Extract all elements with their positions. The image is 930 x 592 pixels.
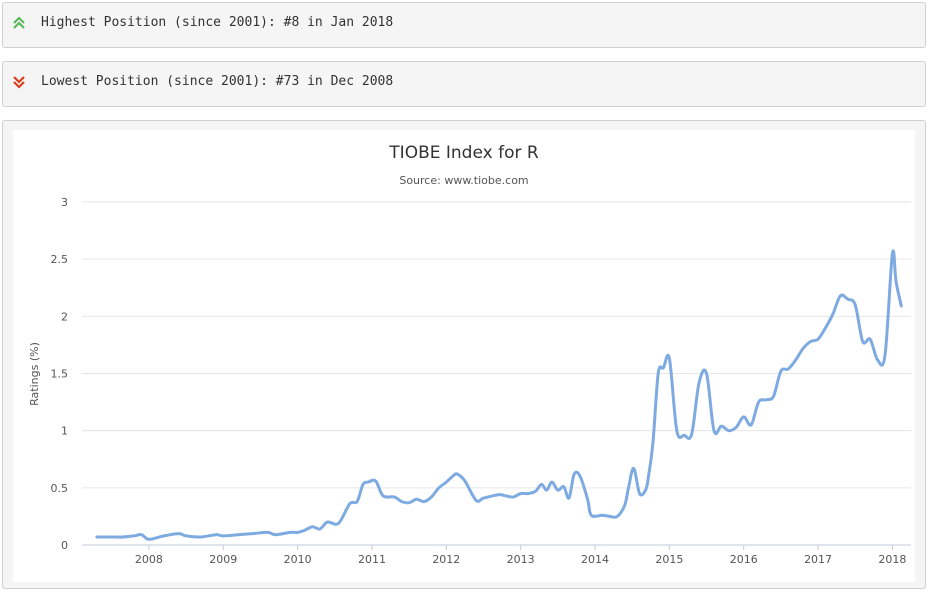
chart-title: TIOBE Index for R [388,143,539,163]
double-chevron-up-icon [13,15,25,29]
y-axis-label: Ratings (%) [28,342,41,406]
x-tick-label: 2009 [209,553,237,566]
y-tick-label: 0.5 [51,482,69,495]
y-tick-label: 3 [61,196,68,209]
lowest-position-panel: Lowest Position (since 2001): #73 in Dec… [2,61,926,107]
highest-position-panel: Highest Position (since 2001): #8 in Jan… [2,2,926,48]
x-tick-label: 2013 [507,553,535,566]
highest-position-text: Highest Position (since 2001): #8 in Jan… [41,15,394,30]
tiobe-chart: TIOBE Index for R Source: www.tiobe.com … [28,143,911,566]
x-tick-label: 2012 [432,553,460,566]
x-tick-label: 2010 [284,553,312,566]
x-tick-label: 2017 [804,553,832,566]
double-chevron-down-icon [13,75,25,89]
series-line [95,249,903,541]
x-tick-label: 2016 [730,553,758,566]
y-tick-label: 2.5 [51,253,69,266]
chart-card: TIOBE Index for R Source: www.tiobe.com … [13,130,915,582]
chart-panel: TIOBE Index for R Source: www.tiobe.com … [2,120,926,589]
x-tick-label: 2008 [135,553,163,566]
chart-subtitle: Source: www.tiobe.com [399,174,528,187]
y-tick-label: 2 [61,310,68,323]
lowest-position-text: Lowest Position (since 2001): #73 in Dec… [41,74,394,89]
x-tick-label: 2018 [878,553,906,566]
y-tick-label: 0 [61,539,68,552]
y-tick-label: 1.5 [51,368,69,381]
y-tick-label: 1 [61,425,68,438]
x-tick-label: 2011 [358,553,386,566]
x-tick-label: 2015 [655,553,683,566]
x-tick-label: 2014 [581,553,609,566]
